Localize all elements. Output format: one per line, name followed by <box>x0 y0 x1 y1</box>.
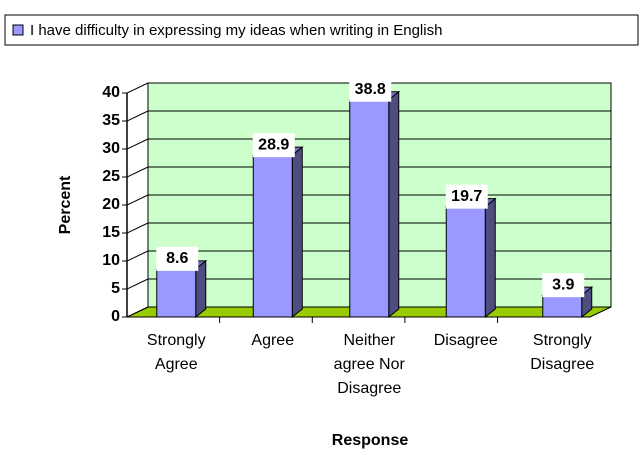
grid-line <box>126 306 149 318</box>
grid-line <box>126 194 149 206</box>
x-tick-label: Strongly <box>533 332 592 349</box>
data-label: 3.9 <box>552 276 574 293</box>
bar <box>348 90 401 319</box>
y-tick-label: 30 <box>102 140 120 157</box>
legend-label: I have difficulty in expressing my ideas… <box>30 22 442 39</box>
y-tick-label: 5 <box>111 280 120 297</box>
x-tick-label: Disagree <box>530 356 594 373</box>
data-label: 38.8 <box>355 81 386 98</box>
y-tick-label: 15 <box>102 224 120 241</box>
x-tick-label: Disagree <box>337 380 401 397</box>
data-label: 8.6 <box>166 250 188 267</box>
x-tick-label: Agree <box>251 332 294 349</box>
y-axis-title: Percent <box>57 175 74 234</box>
bar-front <box>445 206 486 318</box>
x-tick-label: agree Nor <box>334 356 406 373</box>
bar-side <box>388 90 400 319</box>
y-tick-label: 0 <box>111 308 120 325</box>
bar <box>251 146 304 319</box>
grid-line <box>126 278 149 290</box>
grid-line <box>126 250 149 262</box>
legend <box>4 14 639 46</box>
y-tick-label: 35 <box>102 112 120 129</box>
bar-front <box>156 268 197 318</box>
bar-side <box>484 197 496 319</box>
grid-line <box>126 138 149 150</box>
data-label: 19.7 <box>451 188 482 205</box>
grid-line <box>126 82 149 94</box>
x-tick-label: Disagree <box>434 332 498 349</box>
grid-line <box>126 110 149 122</box>
legend-swatch <box>12 24 24 36</box>
data-label-box <box>445 184 488 209</box>
y-tick-label: 10 <box>102 252 120 269</box>
x-tick-label: Neither <box>343 332 395 349</box>
x-tick-label: Agree <box>155 356 198 373</box>
y-tick-label: 20 <box>102 196 120 213</box>
grid-line <box>126 166 149 178</box>
bar-front <box>252 154 293 318</box>
bar <box>444 197 497 319</box>
bar-front <box>349 99 390 318</box>
y-tick-label: 25 <box>102 168 120 185</box>
bar-front <box>542 294 583 318</box>
bar-side <box>291 146 303 319</box>
data-label-box <box>252 133 295 158</box>
y-tick-label: 40 <box>102 84 120 101</box>
data-label: 28.9 <box>258 136 289 153</box>
data-label-box <box>156 246 199 271</box>
x-tick-label: Strongly <box>147 332 206 349</box>
data-label-box <box>349 77 392 102</box>
grid-line <box>126 222 149 234</box>
x-axis-title: Response <box>332 432 409 449</box>
data-label-box <box>542 273 585 298</box>
